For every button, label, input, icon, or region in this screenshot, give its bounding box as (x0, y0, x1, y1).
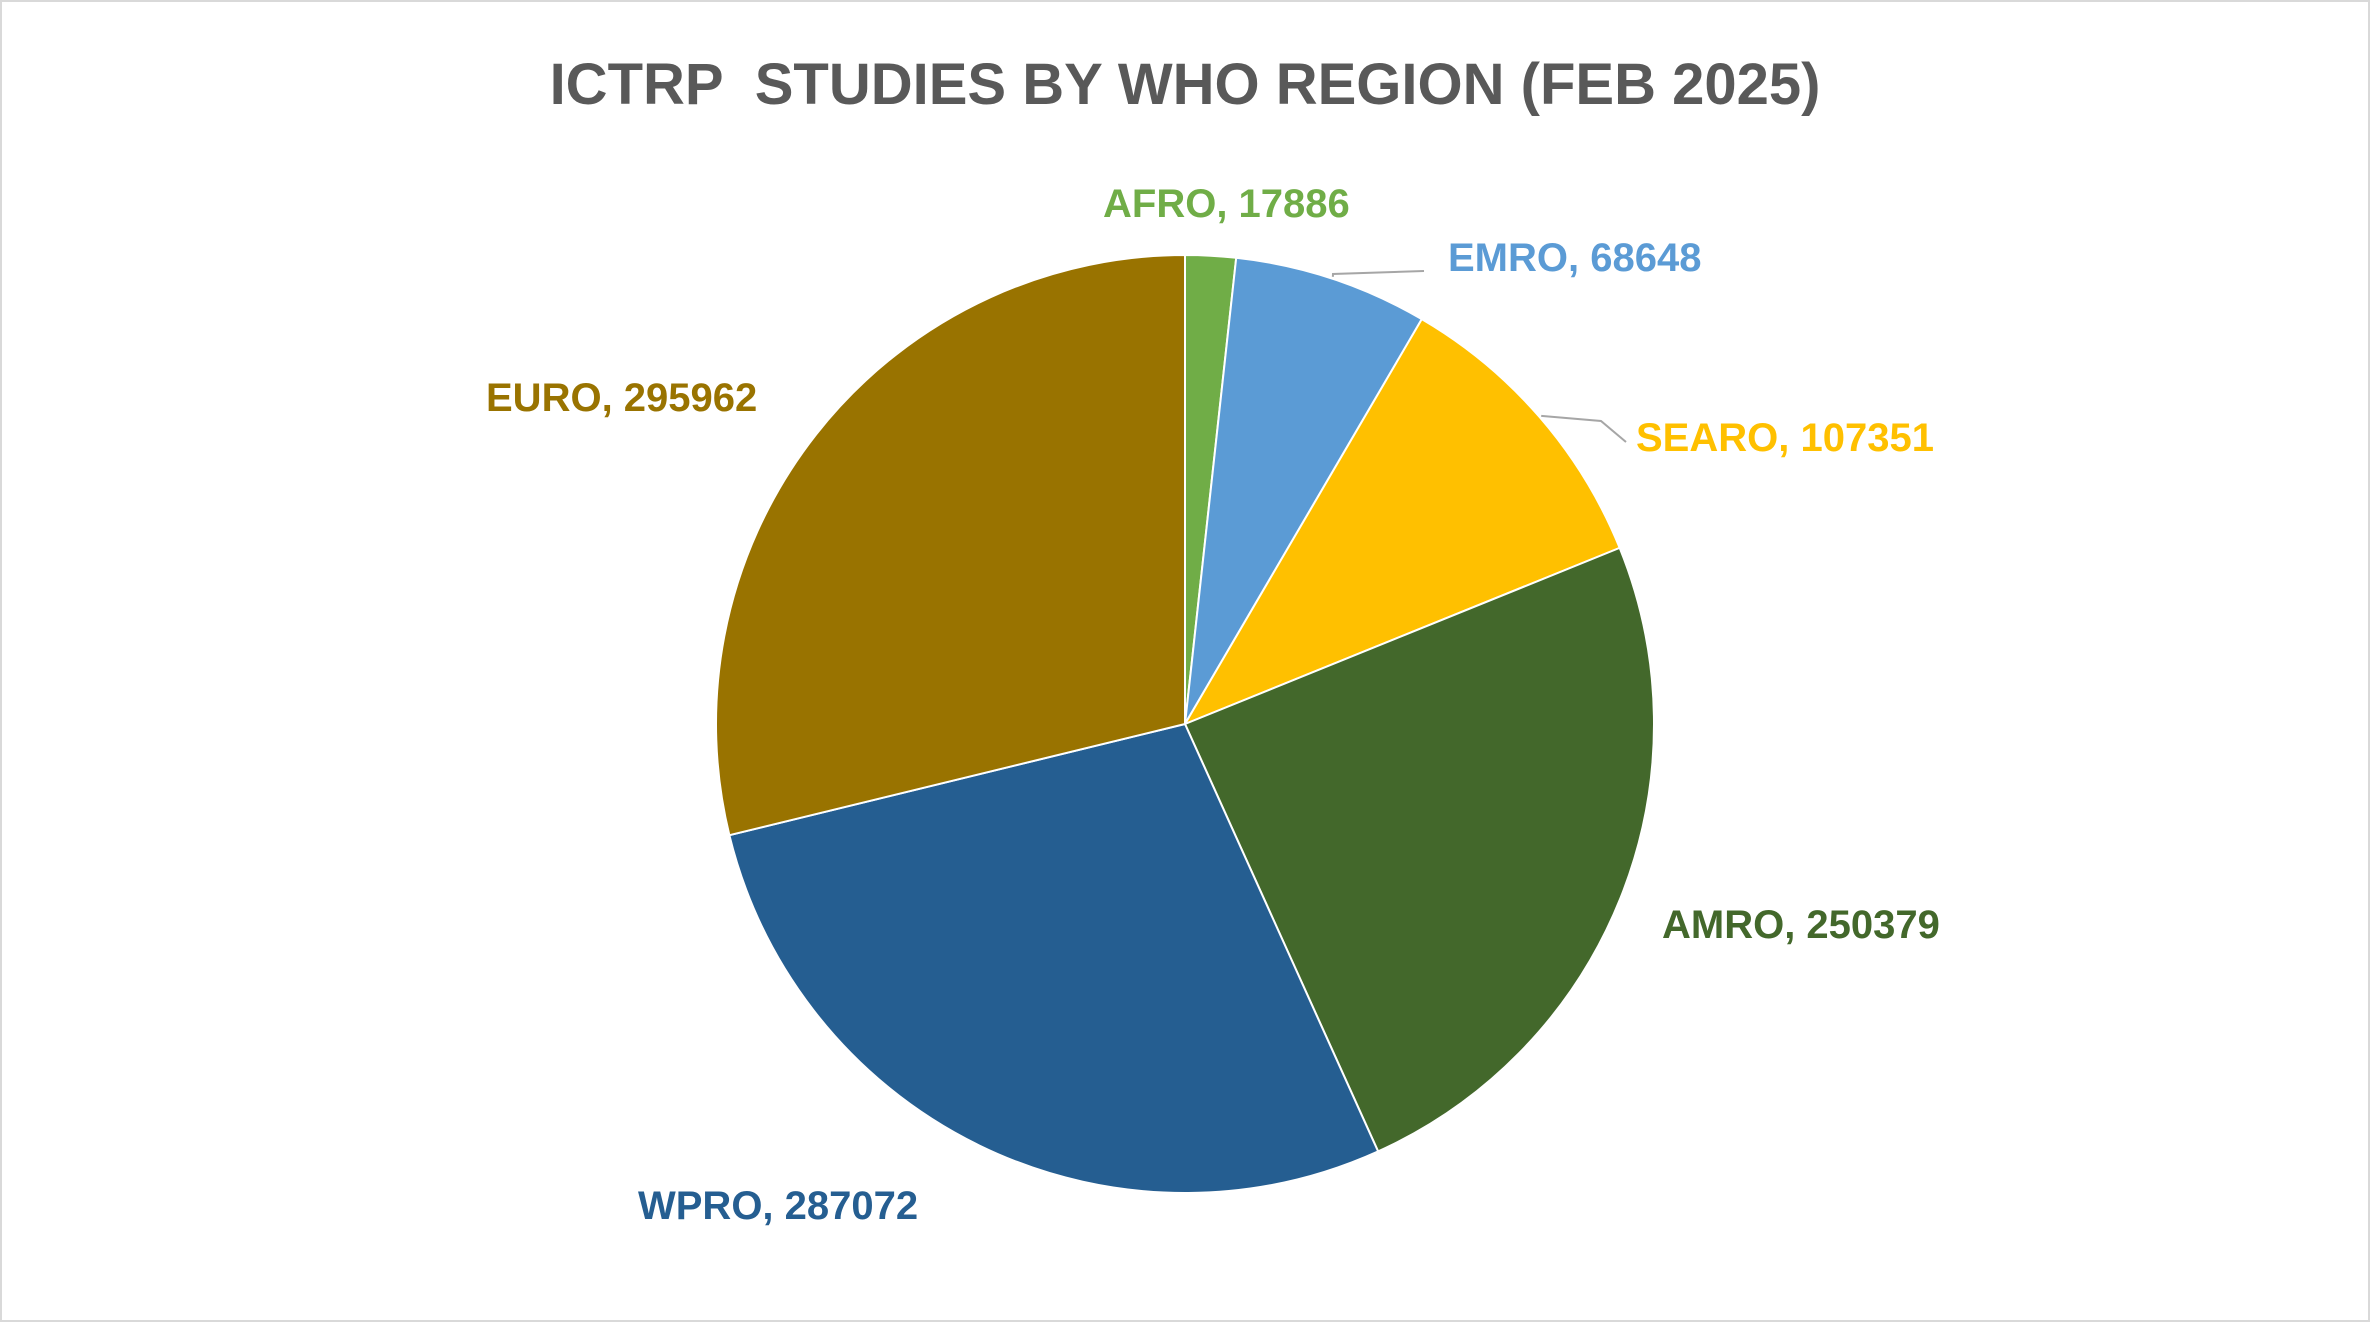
data-label-euro: EURO, 295962 (486, 376, 757, 420)
leader-lines-layer (1331, 270, 1627, 443)
pie-slice-searo[interactable] (1182, 317, 1621, 727)
data-label-emro: EMRO, 68648 (1448, 236, 1701, 280)
pie-slice-emro[interactable] (1184, 256, 1424, 725)
slices-layer (715, 253, 1656, 1194)
pie-slice-amro[interactable] (1183, 546, 1656, 1153)
data-label-searo: SEARO, 107351 (1636, 416, 1934, 460)
pie-slice-wpro[interactable] (728, 722, 1380, 1194)
leader-line-emro (1331, 270, 1425, 277)
data-label-afro: AFRO, 17886 (1103, 182, 1350, 226)
leader-line-searo (1541, 414, 1627, 443)
data-label-amro: AMRO, 250379 (1662, 903, 1940, 947)
chart-title: ICTRP STUDIES BY WHO REGION (FEB 2025) (550, 52, 1821, 117)
data-label-wpro: WPRO, 287072 (638, 1184, 918, 1228)
data-labels-layer: AFRO, 17886 EMRO, 68648 SEARO, 107351 AMRO,… (486, 182, 1940, 1228)
pie-slice-euro[interactable] (715, 253, 1186, 837)
